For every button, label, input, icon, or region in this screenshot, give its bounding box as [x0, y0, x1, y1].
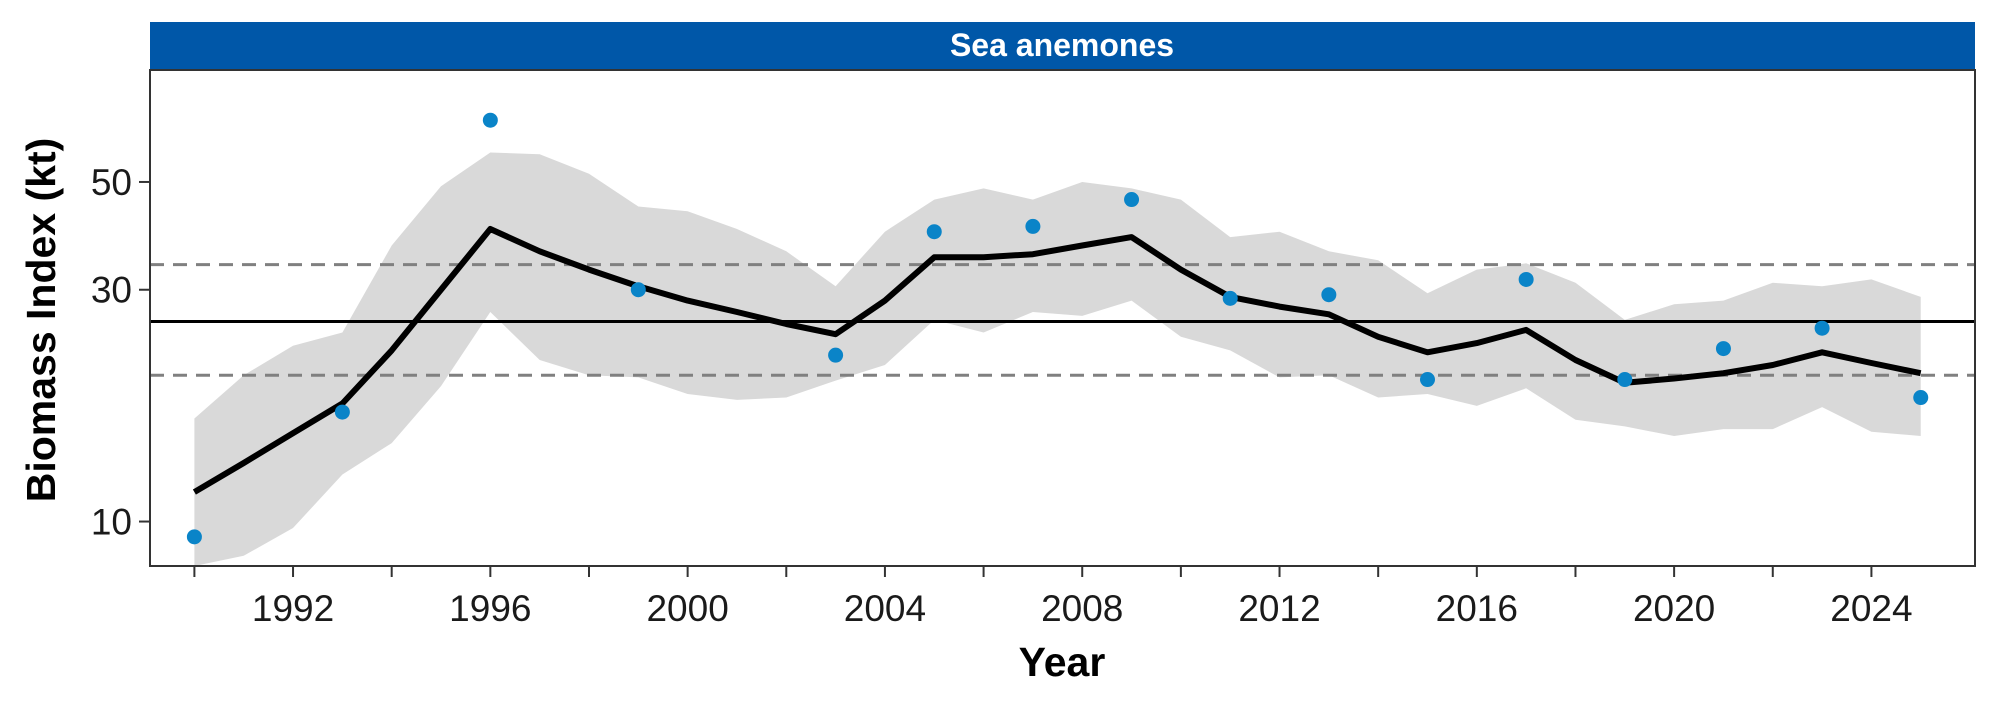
- x-axis: 1992 1996 2000 2004 2008 2012 2016 2020 2024: [193, 566, 1913, 629]
- reference-lines: [150, 263, 1975, 377]
- x-tick-label: 2004: [844, 588, 926, 629]
- panel-border: [149, 69, 1976, 567]
- facet-strip-background: [150, 22, 1975, 70]
- data-point: [1222, 290, 1238, 306]
- panel-frame: [149, 69, 1976, 567]
- y-tick-label: 10: [91, 502, 132, 543]
- facet-strip: Sea anemones: [150, 22, 1975, 70]
- y-axis: 10 30 50: [91, 162, 150, 543]
- data-point: [482, 112, 498, 128]
- data-point: [1617, 372, 1633, 388]
- data-point: [1913, 390, 1929, 406]
- observed-points: [186, 112, 1929, 545]
- x-tick-label: 2000: [646, 588, 728, 629]
- confidence-ribbon: [194, 152, 1921, 566]
- data-point: [1814, 320, 1830, 336]
- y-tick-label: 50: [91, 162, 132, 203]
- confidence-band: [194, 152, 1921, 566]
- trend-line: [192, 226, 1922, 495]
- data-point: [1321, 287, 1337, 303]
- data-point: [1124, 192, 1140, 208]
- data-point: [926, 224, 942, 240]
- y-axis-title: Biomass Index (kt): [18, 138, 64, 503]
- x-tick-label: 2012: [1238, 588, 1320, 629]
- x-tick-label: 1996: [449, 588, 531, 629]
- chart-title: Sea anemones: [950, 27, 1174, 63]
- data-point: [186, 529, 202, 545]
- trend-line-group: [192, 226, 1922, 495]
- x-axis-title: Year: [1019, 639, 1106, 685]
- data-point: [1715, 341, 1731, 357]
- data-point: [334, 404, 350, 420]
- x-tick-label: 2020: [1633, 588, 1715, 629]
- data-point: [1025, 218, 1041, 234]
- x-tick-label: 1992: [252, 588, 334, 629]
- data-point: [1420, 372, 1435, 388]
- y-tick-label: 30: [91, 270, 132, 311]
- x-tick-label: 2016: [1436, 588, 1518, 629]
- data-point: [1518, 271, 1534, 287]
- x-tick-label: 2024: [1830, 588, 1912, 629]
- data-point: [630, 282, 646, 298]
- x-tick-label: 2008: [1041, 588, 1123, 629]
- data-point: [828, 347, 844, 363]
